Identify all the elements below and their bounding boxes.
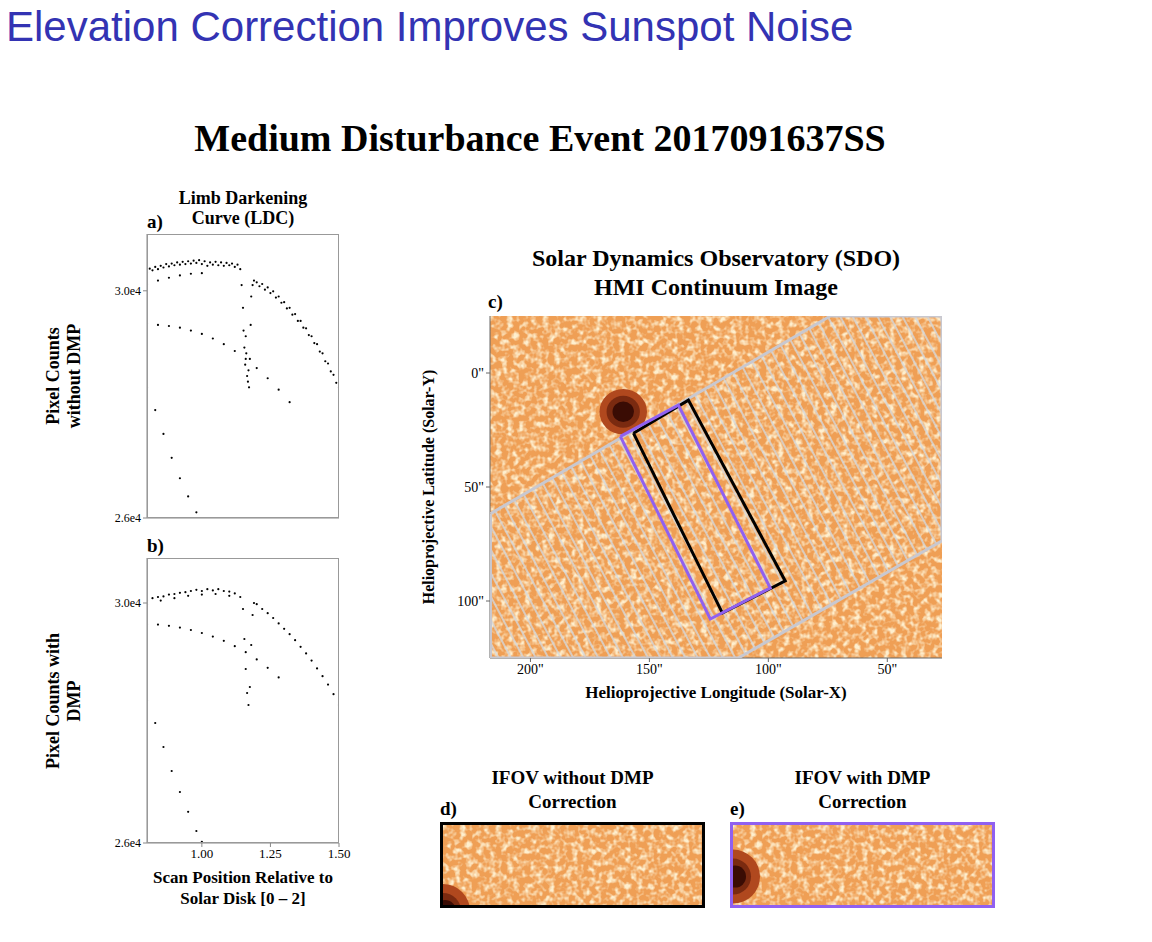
html-text:b): b) — [147, 535, 164, 556]
svg-text:1.50: 1.50 — [328, 846, 351, 861]
svg-text:3.0e4: 3.0e4 — [115, 596, 141, 610]
svg-text:100": 100" — [457, 594, 484, 609]
svg-text:50": 50" — [877, 662, 897, 677]
svg-text:3.0e4: 3.0e4 — [115, 284, 141, 298]
svg-text:150": 150" — [636, 662, 663, 677]
html-text:IFOV without DMP Correction: IFOV without DMP Correction — [491, 767, 654, 812]
html-text:c): c) — [488, 291, 503, 312]
svg-text:1.00: 1.00 — [190, 846, 213, 861]
html-text:HMI Continuum Image: HMI Continuum Image — [594, 274, 838, 300]
html-text:a): a) — [147, 211, 163, 232]
html-text:Solar Dynamics Observatory (SD: Solar Dynamics Observatory (SDO) — [531, 245, 901, 271]
html-text:IFOV with DMP Correction: IFOV with DMP Correction — [794, 767, 931, 812]
html-text:Limb Darkening Curve (LDC): Limb Darkening Curve (LDC) — [178, 188, 308, 228]
svg-text:100": 100" — [755, 662, 782, 677]
html-text:Medium Disturbance Event 20170: Medium Disturbance Event 2017091637SS — [194, 117, 886, 159]
html-text:Scan Position Relative to Sola: Scan Position Relative to Solar Disk [0 … — [153, 868, 333, 908]
html-text:Helioprojective Longitude (Sol: Helioprojective Longitude (Solar-X) — [585, 683, 847, 702]
svg-text:2.6e4: 2.6e4 — [115, 836, 141, 850]
svg-text:2.6e4: 2.6e4 — [115, 511, 141, 524]
html-text:Pixel Counts without DMP: Pixel Counts without DMP — [43, 323, 84, 429]
html-text:Pixel Counts with DMP: Pixel Counts with DMP — [43, 632, 84, 769]
html-text:d): d) — [440, 798, 457, 819]
svg-text:1.25: 1.25 — [259, 846, 282, 861]
svg-text:200": 200" — [517, 662, 544, 677]
svg-text:50": 50" — [464, 480, 484, 495]
html-text:e): e) — [730, 798, 745, 819]
html-text:Elevation Correction Improves: Elevation Correction Improves Sunspot No… — [6, 3, 854, 50]
svg-text:0": 0" — [471, 366, 484, 381]
html-text:Helioprojective Latitude (Sola: Helioprojective Latitude (Solar-Y) — [419, 369, 437, 605]
